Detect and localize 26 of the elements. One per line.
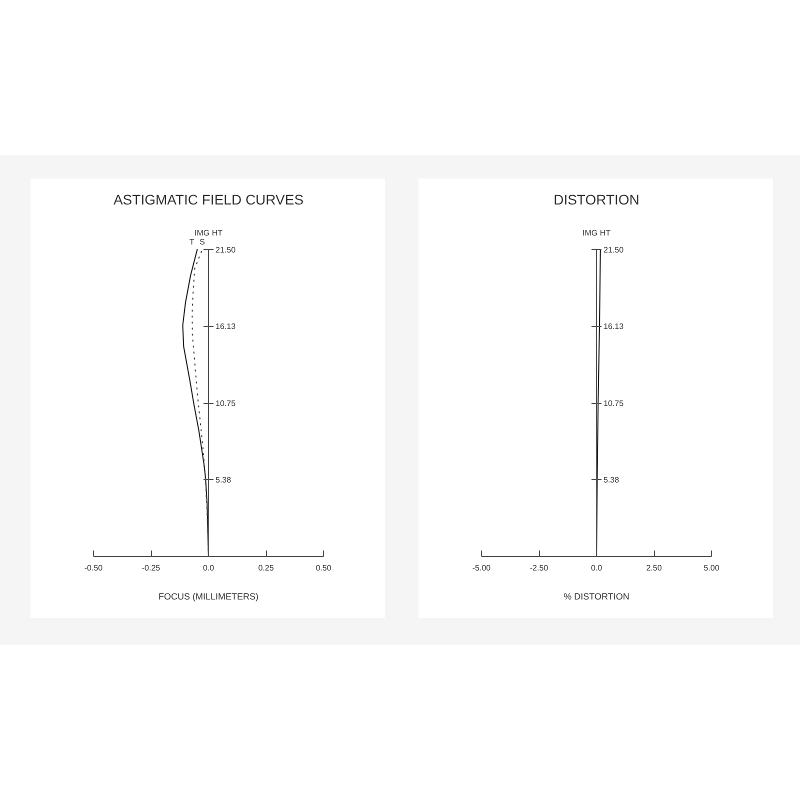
y-tick-label: 16.13 [604,322,624,332]
y-tick-label: 16.13 [216,322,236,332]
x-axis-title: % DISTORTION [564,592,630,602]
y-tick-label: 5.38 [604,476,620,485]
y-tick-label: 21.50 [216,246,236,254]
x-tick-label: 0.0 [590,564,603,572]
chart-title: ASTIGMATIC FIELD CURVES [113,192,304,208]
x-tick-label: 0.25 [258,564,274,572]
series-label: S [200,238,205,246]
x-tick-label: 0.50 [316,564,332,572]
x-tick-label: -5.00 [472,564,492,572]
y-tick-label: 10.75 [216,399,236,408]
y-tick-label: 10.75 [604,399,624,408]
chart-title: DISTORTION [554,192,640,208]
x-tick-label: 2.50 [646,564,662,572]
x-tick-label: 5.00 [704,564,720,572]
y-tick-label: 21.50 [604,246,624,254]
x-tick-label: -0.25 [142,564,161,572]
y-axis-title: IMG HT [582,228,611,238]
x-tick-label: -2.50 [530,564,549,572]
x-tick-label: -0.50 [84,564,104,572]
x-tick-label: 0.0 [202,564,215,572]
series-label: T [189,238,194,246]
y-axis-title: IMG HT [194,228,223,238]
y-tick-label: 5.38 [216,476,232,485]
x-axis-title: FOCUS (MILLIMETERS) [158,592,259,602]
